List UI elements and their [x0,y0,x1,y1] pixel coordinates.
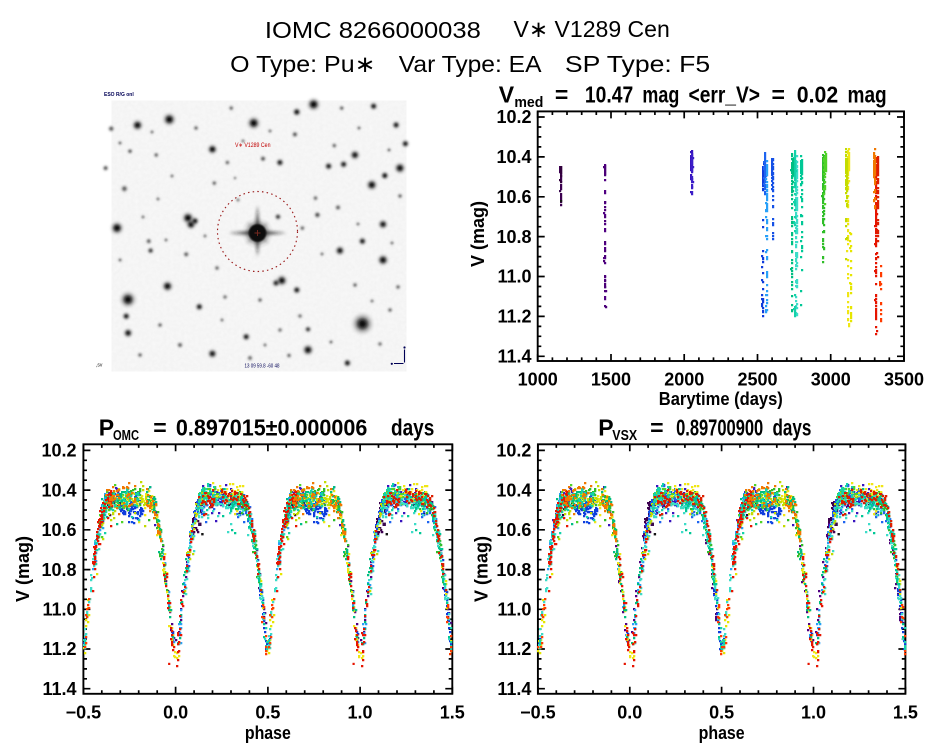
svg-text:VSX: VSX [612,428,637,444]
svg-text:days: days [773,414,812,440]
svg-text:V: V [499,82,515,108]
svg-text:Var Type: EA: Var Type: EA [399,51,542,77]
svg-text:,sv: ,sv [96,363,103,369]
svg-text:1.0: 1.0 [348,703,373,723]
svg-text:P: P [99,415,114,441]
svg-text:V (mag): V (mag) [13,536,33,602]
svg-text:10.2: 10.2 [496,441,531,461]
svg-text:10.2: 10.2 [41,441,76,461]
svg-text:10.6: 10.6 [41,520,76,540]
svg-text:10.8: 10.8 [41,560,76,580]
svg-text:phase: phase [245,723,291,743]
svg-text:0.0: 0.0 [163,703,188,723]
svg-text:V∗ V1289 Cen: V∗ V1289 Cen [514,16,670,42]
svg-text:0.89700900: 0.89700900 [676,414,763,440]
svg-text:ESO R/G onl: ESO R/G onl [104,92,134,98]
svg-text:2000: 2000 [664,370,704,390]
svg-text:1.0: 1.0 [801,703,826,723]
svg-text:Barytime (days): Barytime (days) [659,389,783,409]
svg-text:10.2: 10.2 [496,107,531,127]
svg-text:11.2: 11.2 [497,639,531,659]
svg-text:11.4: 11.4 [42,679,76,699]
svg-text:IOMC 8266000038: IOMC 8266000038 [265,17,481,43]
svg-text:3500: 3500 [884,370,924,390]
svg-text:10.4: 10.4 [496,147,531,167]
svg-text:SP Type: F5: SP Type: F5 [565,51,710,77]
svg-text:V∗ V1289 Cen: V∗ V1289 Cen [235,142,271,149]
svg-text:1500: 1500 [591,370,631,390]
svg-text:0.02: 0.02 [797,82,838,108]
svg-text:11.4: 11.4 [497,346,531,366]
svg-text:1.5: 1.5 [440,703,465,723]
svg-text:mag: mag [848,82,887,108]
svg-text:1.5: 1.5 [893,703,918,723]
svg-text:0.5: 0.5 [255,703,280,723]
svg-text:10.4: 10.4 [41,480,76,500]
svg-text:V (mag): V (mag) [468,201,488,267]
svg-text:10.4: 10.4 [496,480,531,500]
svg-text:med: med [514,95,543,111]
svg-text:2500: 2500 [737,370,777,390]
svg-text:11.4: 11.4 [497,679,531,699]
svg-text:3000: 3000 [811,370,851,390]
svg-text:11.2: 11.2 [497,307,531,327]
svg-text:=: = [555,82,568,108]
svg-text:phase: phase [699,723,745,743]
svg-text:days: days [391,415,434,441]
svg-text:V (mag): V (mag) [472,536,492,602]
svg-text:−0.5: −0.5 [66,703,102,723]
svg-text:10.6: 10.6 [496,520,531,540]
svg-text:=: = [153,415,166,441]
svg-text:P: P [598,414,613,440]
svg-text:10.8: 10.8 [496,227,531,247]
svg-text:O Type: Pu∗: O Type: Pu∗ [230,51,375,77]
svg-text:11.0: 11.0 [497,267,531,287]
svg-text:0.5: 0.5 [709,703,734,723]
svg-text:<err_V>: <err_V> [689,82,761,108]
svg-text:10.47: 10.47 [585,82,633,108]
svg-text:11.0: 11.0 [497,599,531,619]
svg-text:OMC: OMC [113,428,139,444]
svg-text:mag: mag [642,82,679,108]
svg-text:13 09 59.8 -60 48: 13 09 59.8 -60 48 [245,364,280,370]
svg-text:−0.5: −0.5 [520,703,556,723]
svg-text:0.0: 0.0 [617,703,642,723]
svg-text:1000: 1000 [518,370,558,390]
svg-text:=: = [772,82,785,108]
svg-text:0.897015±0.000006: 0.897015±0.000006 [176,415,367,441]
svg-text:11.2: 11.2 [42,639,76,659]
svg-text:=: = [650,414,663,440]
svg-text:11.0: 11.0 [42,599,76,619]
svg-text:10.8: 10.8 [496,560,531,580]
svg-text:10.6: 10.6 [496,187,531,207]
